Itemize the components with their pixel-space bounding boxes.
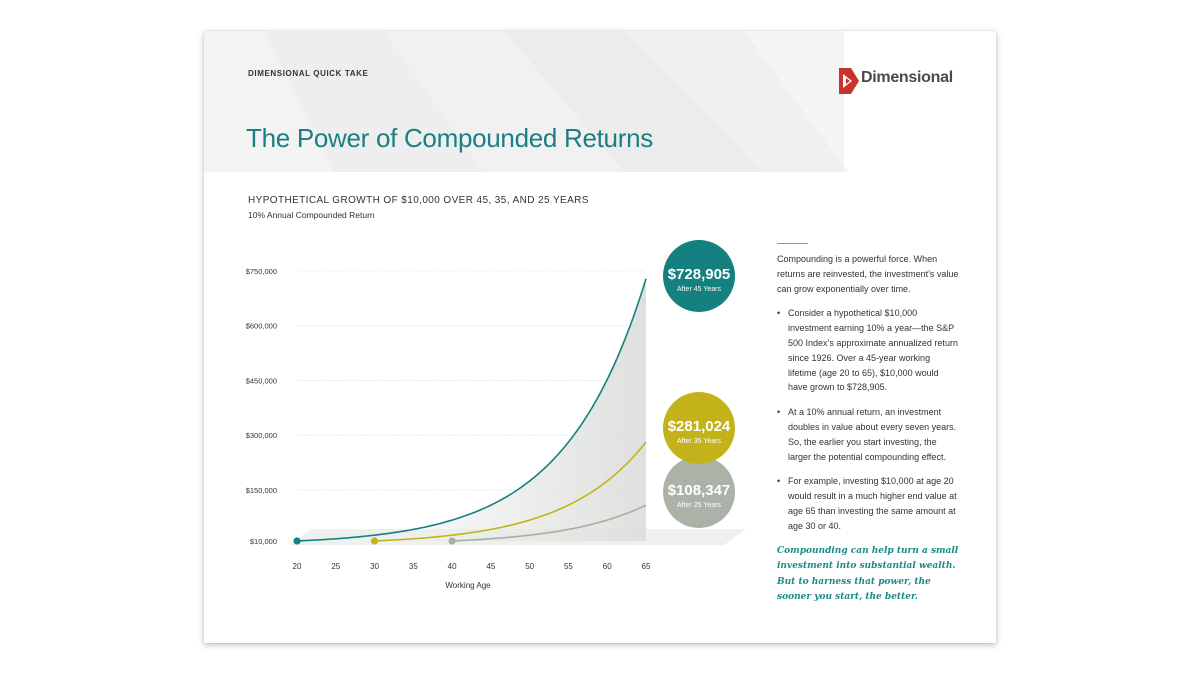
kicker-label: DIMENSIONAL QUICK TAKE xyxy=(248,69,369,78)
chart-title: HYPOTHETICAL GROWTH OF $10,000 OVER 45, … xyxy=(248,195,589,206)
chart-subtitle: 10% Annual Compounded Return xyxy=(248,210,375,220)
sidebar-bullet: At a 10% annual return, an investment do… xyxy=(777,405,959,464)
bubble-sub-label: After 45 Years xyxy=(677,286,721,293)
x-tick-label: 25 xyxy=(331,562,340,571)
y-tick-label: $300,000 xyxy=(246,431,277,440)
dimensional-logo: Dimensional xyxy=(837,66,955,96)
x-tick-label: 55 xyxy=(564,562,573,571)
x-axis-label: Working Age xyxy=(445,581,491,590)
series-line-2 xyxy=(452,504,647,542)
x-tick-label: 40 xyxy=(448,562,457,571)
page-title: The Power of Compounded Returns xyxy=(246,123,653,153)
bubble-value-label: $728,905 xyxy=(668,266,731,283)
sidebar-bullet: Consider a hypothetical $10,000 investme… xyxy=(777,306,959,395)
value-bubble-1 xyxy=(663,392,735,464)
value-bubble-2 xyxy=(663,456,735,528)
series-start-point-2 xyxy=(448,537,456,545)
series-line-0 xyxy=(296,278,647,542)
x-tick-label: 30 xyxy=(370,562,379,571)
area-under-curve xyxy=(297,278,646,541)
growth-chart: $10,000 $150,000 $300,000 $450,000 $600,000 $… xyxy=(246,240,746,590)
x-tick-label: 50 xyxy=(525,562,534,571)
x-tick-label: 65 xyxy=(642,562,651,571)
document-page: DIMENSIONAL QUICK TAKE Dimensional The P… xyxy=(204,31,996,643)
bubble-sub-label: After 35 Years xyxy=(677,438,721,445)
y-tick-label: $150,000 xyxy=(246,486,277,495)
bubble-sub-label: After 25 Years xyxy=(677,502,721,509)
x-tick-label: 20 xyxy=(293,562,302,571)
series-start-point-1 xyxy=(370,537,379,545)
bubble-value-label: $108,347 xyxy=(668,482,731,499)
logo-text: Dimensional xyxy=(861,69,953,86)
sidebar-rule xyxy=(777,243,808,244)
bubble-value-label: $281,024 xyxy=(668,418,731,435)
sidebar-bullet: For example, investing $10,000 at age 20… xyxy=(777,474,959,533)
x-tick-label: 60 xyxy=(603,562,612,571)
series-start-point-0 xyxy=(293,537,301,545)
sidebar-bullets: Consider a hypothetical $10,000 investme… xyxy=(777,306,959,533)
y-tick-label: $450,000 xyxy=(246,376,277,385)
sidebar-text: Compounding is a powerful force. When re… xyxy=(777,252,959,606)
logo-mark-icon xyxy=(839,68,859,94)
header-background xyxy=(204,31,996,172)
y-tick-label: $600,000 xyxy=(246,322,277,331)
y-tick-label: $750,000 xyxy=(246,267,277,276)
x-tick-label: 35 xyxy=(409,562,418,571)
x-tick-label: 45 xyxy=(486,562,495,571)
value-bubble-0 xyxy=(663,240,735,312)
sidebar-intro: Compounding is a powerful force. When re… xyxy=(777,254,959,294)
y-tick-label: $10,000 xyxy=(250,537,277,546)
series-line-1 xyxy=(374,441,647,542)
sidebar-quote: Compounding can help turn a small invest… xyxy=(777,545,959,603)
